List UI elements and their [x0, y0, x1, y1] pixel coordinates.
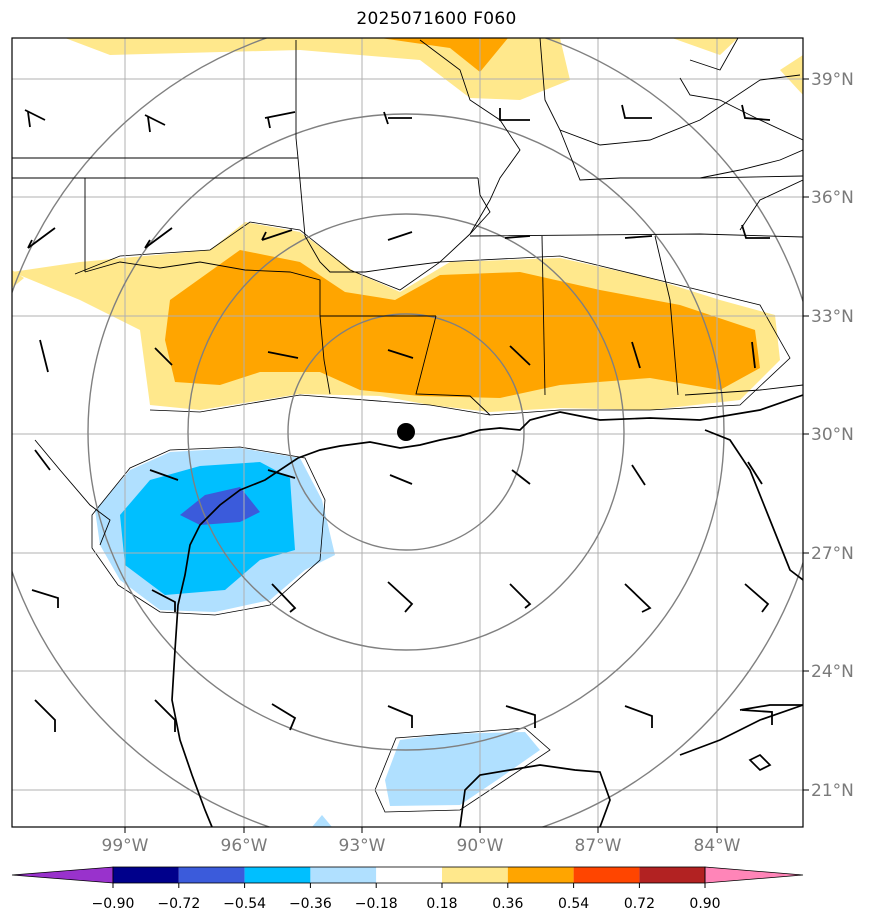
colorbar-tick-label: −0.18 [355, 896, 398, 912]
colorbar-tick-label: −0.72 [157, 896, 200, 912]
state-borders [12, 38, 803, 546]
colorbar-tick-label: −0.90 [92, 896, 135, 912]
positive-anomaly-orange [165, 250, 760, 398]
lon-label: 93°W [339, 836, 386, 856]
contour-lines [74, 221, 791, 813]
colorbar-tick-label: 0.90 [689, 896, 720, 912]
colorbar-tick-label: 0.18 [426, 896, 457, 912]
colorbar-segment [178, 867, 245, 883]
colorbar-segment [573, 867, 640, 883]
coastlines [171, 394, 803, 827]
positive-anomaly-topright [672, 38, 738, 55]
colorbar-tick-label: 0.36 [492, 896, 523, 912]
map-area [12, 38, 803, 827]
lat-label: 21°N [811, 781, 854, 801]
colorbar-segment [507, 867, 574, 883]
lat-label: 30°N [811, 425, 854, 445]
lon-label: 90°W [457, 836, 504, 856]
positive-anomaly-top [65, 38, 570, 100]
axis-ticks [124, 78, 809, 833]
chart-title: 2025071600 F060 [356, 9, 517, 29]
lat-label: 36°N [811, 188, 854, 208]
colorbar-segment [244, 867, 311, 883]
negative-anomaly-south [385, 732, 540, 806]
colorbar-tick-label: −0.36 [289, 896, 332, 912]
colorbar: −0.90 −0.72 −0.54 −0.36 −0.18 0.18 0.36 … [11, 866, 804, 912]
colorbar-segment [310, 867, 377, 883]
lat-label: 24°N [811, 662, 854, 682]
filled-circle-icon [397, 423, 415, 441]
colorbar-tick-label: 0.54 [558, 896, 589, 912]
lon-label: 99°W [102, 836, 149, 856]
colorbar-tick-label: 0.72 [624, 896, 655, 912]
latitude-labels: 39°N 36°N 33°N 30°N 27°N 24°N 21°N [811, 70, 854, 801]
lon-label: 84°W [694, 836, 741, 856]
lat-label: 33°N [811, 307, 854, 327]
negative-anomaly-bottom [312, 815, 332, 827]
colorbar-segment [376, 867, 442, 883]
colorbar-tick-label: −0.54 [223, 896, 266, 912]
lat-label: 39°N [811, 70, 854, 90]
colorbar-extend-max [704, 866, 804, 884]
negative-anomaly-blue [120, 462, 295, 595]
lat-label: 27°N [811, 544, 854, 564]
colorbar-extend-min [11, 866, 114, 884]
lon-label: 87°W [575, 836, 622, 856]
colorbar-segment [639, 867, 706, 883]
longitude-labels: 99°W 96°W 93°W 90°W 87°W 84°W [102, 836, 741, 856]
colorbar-segment [113, 867, 179, 883]
lon-label: 96°W [221, 836, 268, 856]
positive-anomaly-right [780, 55, 803, 95]
range-rings [12, 38, 803, 827]
wind-barbs [24, 104, 773, 732]
positive-anomaly-top-orange [380, 38, 508, 72]
colorbar-segment [442, 867, 508, 883]
map-frame [11, 37, 804, 828]
